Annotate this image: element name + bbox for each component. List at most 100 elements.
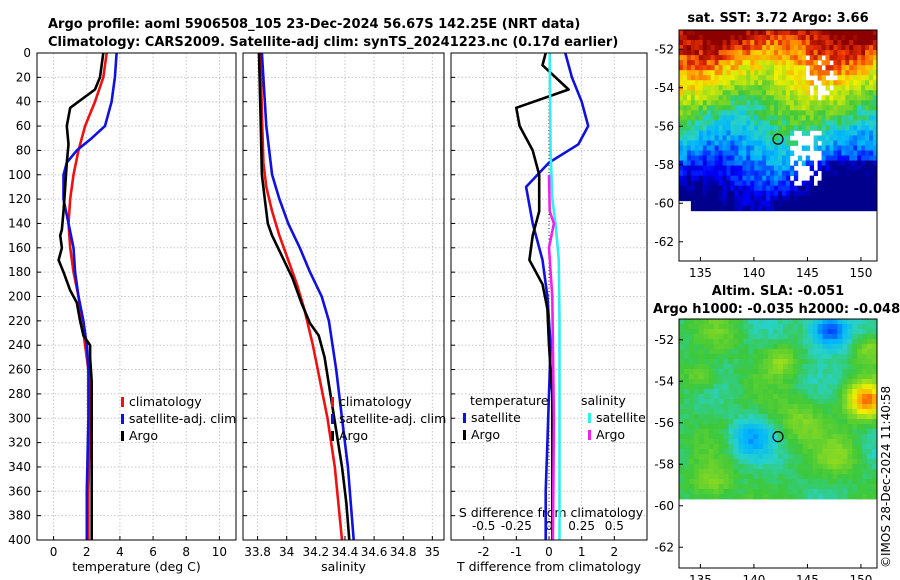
sla-cell (822, 349, 828, 355)
sst-cell (770, 130, 775, 136)
sla-cell (679, 459, 685, 465)
sla-cell (679, 329, 685, 335)
sla-cell (852, 389, 858, 395)
sla-cell (728, 449, 734, 455)
sla-cell (817, 474, 823, 480)
sst-cell (702, 145, 708, 151)
sla-cell (782, 344, 789, 350)
sla-cell (832, 489, 838, 495)
sla-cell (723, 334, 729, 340)
sla-cell (807, 344, 814, 350)
sst-cell (750, 120, 755, 126)
sst-cell (698, 75, 704, 81)
sst-cell (813, 65, 818, 71)
sla-cell (753, 389, 759, 395)
sst-cell (738, 145, 743, 151)
sla-cell (708, 484, 715, 490)
sla-cell (778, 319, 784, 325)
sst-cell (694, 150, 700, 156)
sst-cell (714, 85, 719, 91)
sst-cell (702, 150, 708, 156)
sst-cell (861, 120, 866, 126)
sst-cell (682, 155, 688, 161)
sla-cell (792, 484, 799, 490)
sst-cell (869, 175, 874, 182)
sst-cell (869, 45, 874, 51)
sst-cell (694, 105, 700, 111)
sla-cell (792, 479, 799, 485)
sst-cell (750, 165, 755, 172)
sla-cell (703, 459, 710, 465)
sst-cell (805, 125, 811, 131)
sla-cell (723, 464, 729, 470)
sst-cell (778, 105, 783, 111)
sla-cell (872, 329, 878, 335)
sla-cell (768, 389, 774, 395)
sst-cell (694, 115, 700, 121)
sla-cell (713, 334, 719, 340)
sst-cell (805, 45, 811, 51)
sla-cell (738, 454, 744, 460)
sst-cell (710, 185, 716, 192)
sla-cell (718, 364, 724, 370)
sla-cell (842, 444, 848, 450)
sst-cell (845, 145, 850, 151)
sst-cell (682, 55, 688, 61)
y-tick-label: 360 (8, 484, 31, 498)
sst-cell (730, 205, 735, 212)
sst-cell (845, 45, 850, 51)
sst-cell (758, 45, 763, 51)
sst-cell (750, 80, 755, 86)
sst-cell (785, 165, 791, 172)
sst-cell (849, 70, 854, 76)
sla-cell (679, 409, 685, 415)
sst-cell (857, 95, 862, 101)
sst-cell (845, 35, 850, 41)
sst-cell (679, 155, 684, 161)
sla-cell (703, 484, 710, 490)
sla-cell (857, 319, 863, 325)
sst-cell (793, 170, 799, 177)
sla-cell (723, 369, 729, 375)
sla-cell (847, 344, 853, 350)
sst-cell (861, 170, 866, 177)
sst-cell (706, 145, 712, 151)
sst-cell (738, 60, 743, 66)
sla-cell (753, 424, 759, 430)
sla-cell (842, 399, 848, 405)
sst-cell (865, 125, 870, 131)
sla-cell (852, 359, 858, 365)
sla-cell (872, 324, 878, 330)
sst-cell (821, 135, 826, 141)
sst-cell (762, 105, 767, 111)
sst-cell (734, 135, 739, 141)
sst-cell (758, 110, 763, 116)
sst-cell (746, 165, 751, 172)
sla-cell (852, 419, 858, 425)
sst-cell (679, 190, 684, 197)
sst-cell (686, 50, 692, 56)
sst-cell (789, 195, 795, 202)
sla-cell (723, 354, 729, 360)
sst-cell (801, 145, 807, 151)
sla-cell (773, 319, 779, 325)
x-tick-label: 2 (83, 545, 91, 559)
sst-cell (726, 160, 731, 166)
sla-cell (852, 349, 858, 355)
sla-cell (837, 339, 843, 345)
sla-cell (867, 319, 873, 325)
sla-cell (763, 459, 769, 465)
sla-cell (693, 429, 700, 435)
sst-cell (730, 55, 735, 61)
sla-cell (832, 399, 838, 405)
sst-cell (742, 35, 747, 41)
sst-cell (778, 30, 783, 36)
sla-cell (842, 389, 848, 395)
sla-cell (773, 414, 779, 420)
sla-cell (842, 384, 848, 390)
sst-cell (682, 45, 688, 51)
sst-cell (853, 35, 858, 41)
sla-cell (763, 414, 769, 420)
sst-cell (785, 85, 791, 91)
sst-cell (778, 40, 783, 46)
